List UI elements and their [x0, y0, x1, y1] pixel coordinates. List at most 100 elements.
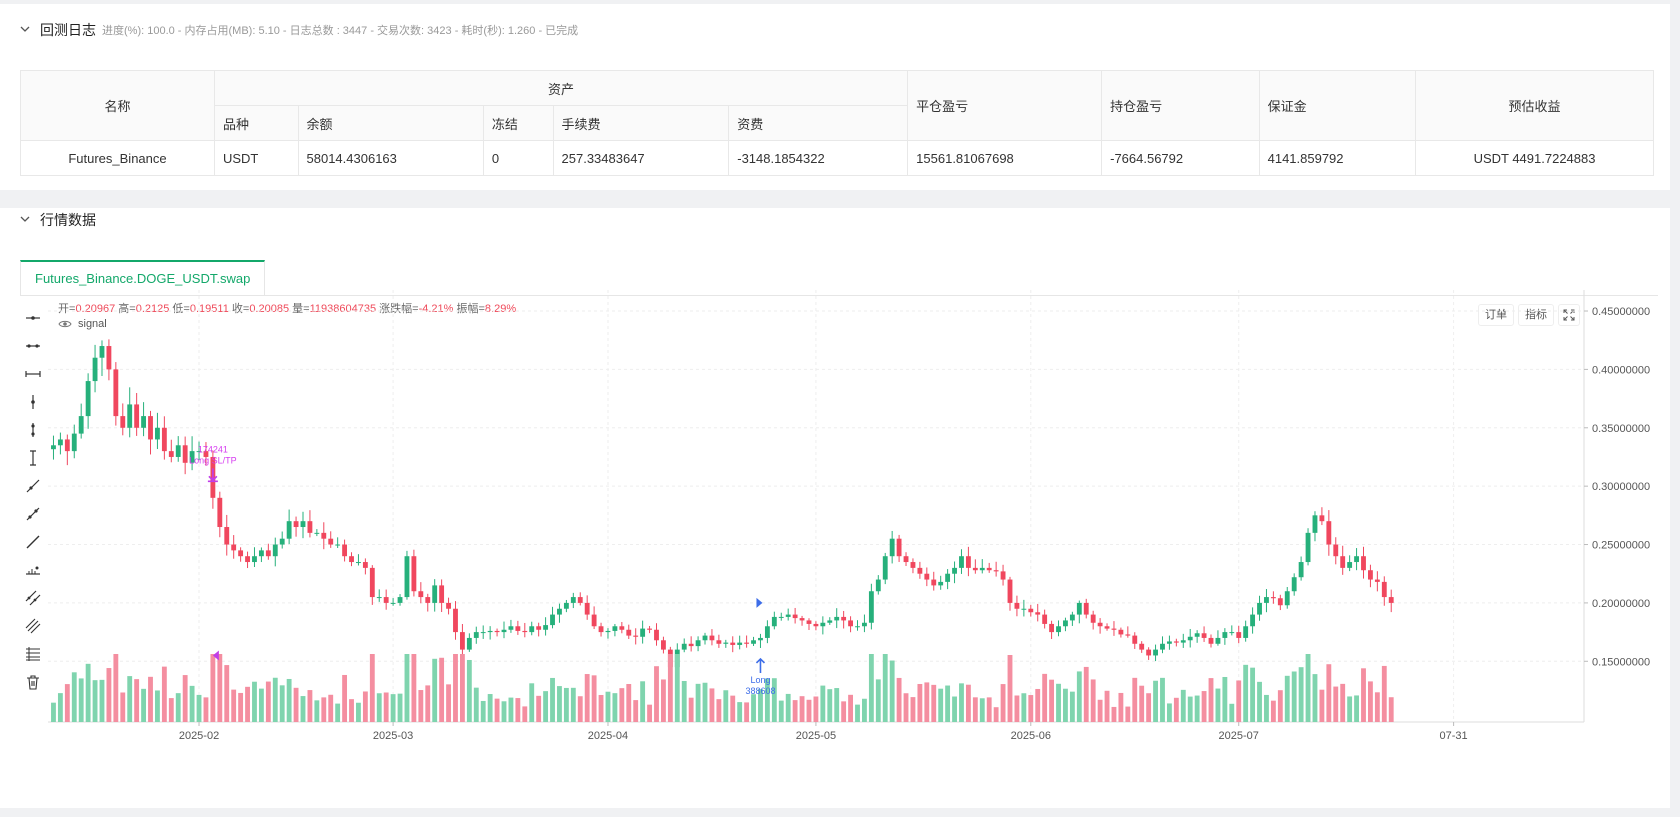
trash-icon[interactable]: [20, 668, 46, 696]
candle-body: [1049, 623, 1055, 633]
candle-body: [1291, 577, 1297, 592]
candle-body: [134, 404, 140, 428]
volume-bar: [1312, 674, 1318, 722]
candle-body: [827, 620, 833, 623]
candle-body: [771, 616, 777, 627]
vertical-line-tool-icon[interactable]: [20, 444, 46, 472]
volume-bar: [446, 684, 451, 722]
volume-bar: [543, 691, 549, 722]
volume-bar: [1083, 666, 1089, 722]
candle-body: [633, 635, 639, 637]
orders-button[interactable]: 订单: [1478, 304, 1514, 326]
vertical-ray-tool-icon[interactable]: [20, 388, 46, 416]
trend-line-tool-icon[interactable]: [20, 528, 46, 556]
candle-body: [723, 642, 729, 644]
market-data-panel: 行情数据 Futures_Binance.DOGE_USDT.swap 开=0.…: [0, 208, 1670, 808]
volume-bar: [1132, 677, 1138, 722]
fibonacci-tool-icon[interactable]: [20, 640, 46, 668]
marker-value: 388608: [745, 686, 775, 696]
candle-body: [820, 622, 826, 627]
volume-bar: [1354, 695, 1359, 722]
indicators-button[interactable]: 指标: [1518, 304, 1554, 326]
candle-body: [252, 556, 257, 563]
candle-body: [453, 608, 458, 633]
volume-bar: [252, 681, 257, 722]
volume-bar: [862, 698, 867, 722]
candle-body: [855, 626, 860, 628]
volume-bar: [695, 683, 701, 722]
candle-body: [1333, 544, 1339, 557]
volume-bar: [1201, 691, 1207, 722]
market-data-header[interactable]: 行情数据: [20, 210, 96, 230]
tab-doge-usdt-swap[interactable]: Futures_Binance.DOGE_USDT.swap: [20, 260, 266, 296]
cell-frozen: 0: [482, 140, 554, 176]
low-label: 低: [172, 303, 184, 315]
candle-body: [182, 445, 188, 463]
volume-bar: [1243, 664, 1249, 722]
volume-bar: [938, 688, 944, 722]
volume-bar: [959, 683, 964, 722]
candle-body: [78, 416, 84, 434]
price-channel-tool-icon[interactable]: [20, 612, 46, 640]
candle-body: [1194, 633, 1200, 637]
price-line-tool-icon[interactable]: [20, 556, 46, 584]
volume-bar: [182, 675, 188, 722]
candle-body: [952, 567, 957, 574]
candlestick-chart[interactable]: 0.15000000 0.20000000 0.25000000 0.30000000…: [0, 208, 1670, 808]
cell-close-pnl: 15561.81067698: [907, 140, 1103, 176]
tab-divider: [20, 295, 1658, 296]
ohlc-legend: 开=0.20967 高=0.2125 低=0.19511 收=0.20085 量…: [58, 303, 517, 315]
volume-bar: [799, 696, 805, 722]
col-est-profit: 预估收益: [1415, 70, 1654, 141]
volume-bar: [744, 702, 750, 722]
candle-body: [397, 597, 403, 603]
candle-body: [972, 567, 978, 571]
candle-body: [778, 616, 784, 618]
candle-body: [938, 581, 944, 586]
y-tick-label: 0.20000000: [1592, 598, 1650, 610]
assets-table: 名称 资产 平仓盈亏 持仓盈亏 保证金 预估收益 品种 余额 冻结 手续费 资费…: [20, 70, 1654, 176]
volume-bar: [51, 702, 56, 722]
chevron-down-icon[interactable]: [20, 24, 34, 37]
candle-body: [1160, 643, 1165, 650]
candle-body: [1173, 641, 1179, 643]
volume-bar: [307, 690, 313, 722]
vertical-segment-tool-icon[interactable]: [20, 416, 46, 444]
change-label: 涨跌幅: [379, 303, 413, 315]
volume-bar: [369, 654, 375, 722]
horizontal-segment-tool-icon[interactable]: [20, 332, 46, 360]
trend-ray-tool-icon[interactable]: [20, 472, 46, 500]
candle-body: [383, 597, 389, 603]
fullscreen-icon[interactable]: [1558, 304, 1580, 326]
volume-bar: [1111, 706, 1117, 722]
chart-controls: 订单 指标: [1478, 304, 1580, 326]
candle-body: [1381, 581, 1387, 598]
volume-bar: [120, 692, 126, 722]
volume-bar: [972, 697, 978, 722]
marker-label: Long: [750, 675, 770, 685]
trend-segment-tool-icon[interactable]: [20, 500, 46, 528]
horizontal-ray-tool-icon[interactable]: [20, 304, 46, 332]
marker-label: Long SL/TP: [189, 455, 237, 465]
eye-icon[interactable]: [58, 319, 72, 329]
volume-bar: [889, 660, 895, 722]
candle-body: [1264, 597, 1269, 603]
candle-body: [1340, 556, 1346, 568]
candle-body: [709, 635, 715, 641]
volume-bar: [654, 666, 659, 722]
parallel-channel-tool-icon[interactable]: [20, 584, 46, 612]
backtest-log-header[interactable]: 回测日志 进度(%): 100.0 - 内存占用(MB): 5.10 - 日志总…: [20, 20, 578, 40]
volume-bar: [1007, 655, 1013, 722]
horizontal-line-tool-icon[interactable]: [20, 360, 46, 388]
volume-bar: [993, 707, 999, 722]
signal-legend[interactable]: signal: [58, 318, 107, 330]
chevron-down-icon[interactable]: [20, 214, 34, 227]
volume-bar: [71, 672, 77, 722]
col-assets: 资产: [213, 70, 909, 106]
candle-body: [106, 346, 112, 370]
candle-body: [300, 521, 306, 528]
volume-bar: [1014, 695, 1020, 722]
volume-bar: [245, 686, 250, 722]
volume-bar: [439, 657, 445, 722]
candle-body: [224, 527, 230, 545]
